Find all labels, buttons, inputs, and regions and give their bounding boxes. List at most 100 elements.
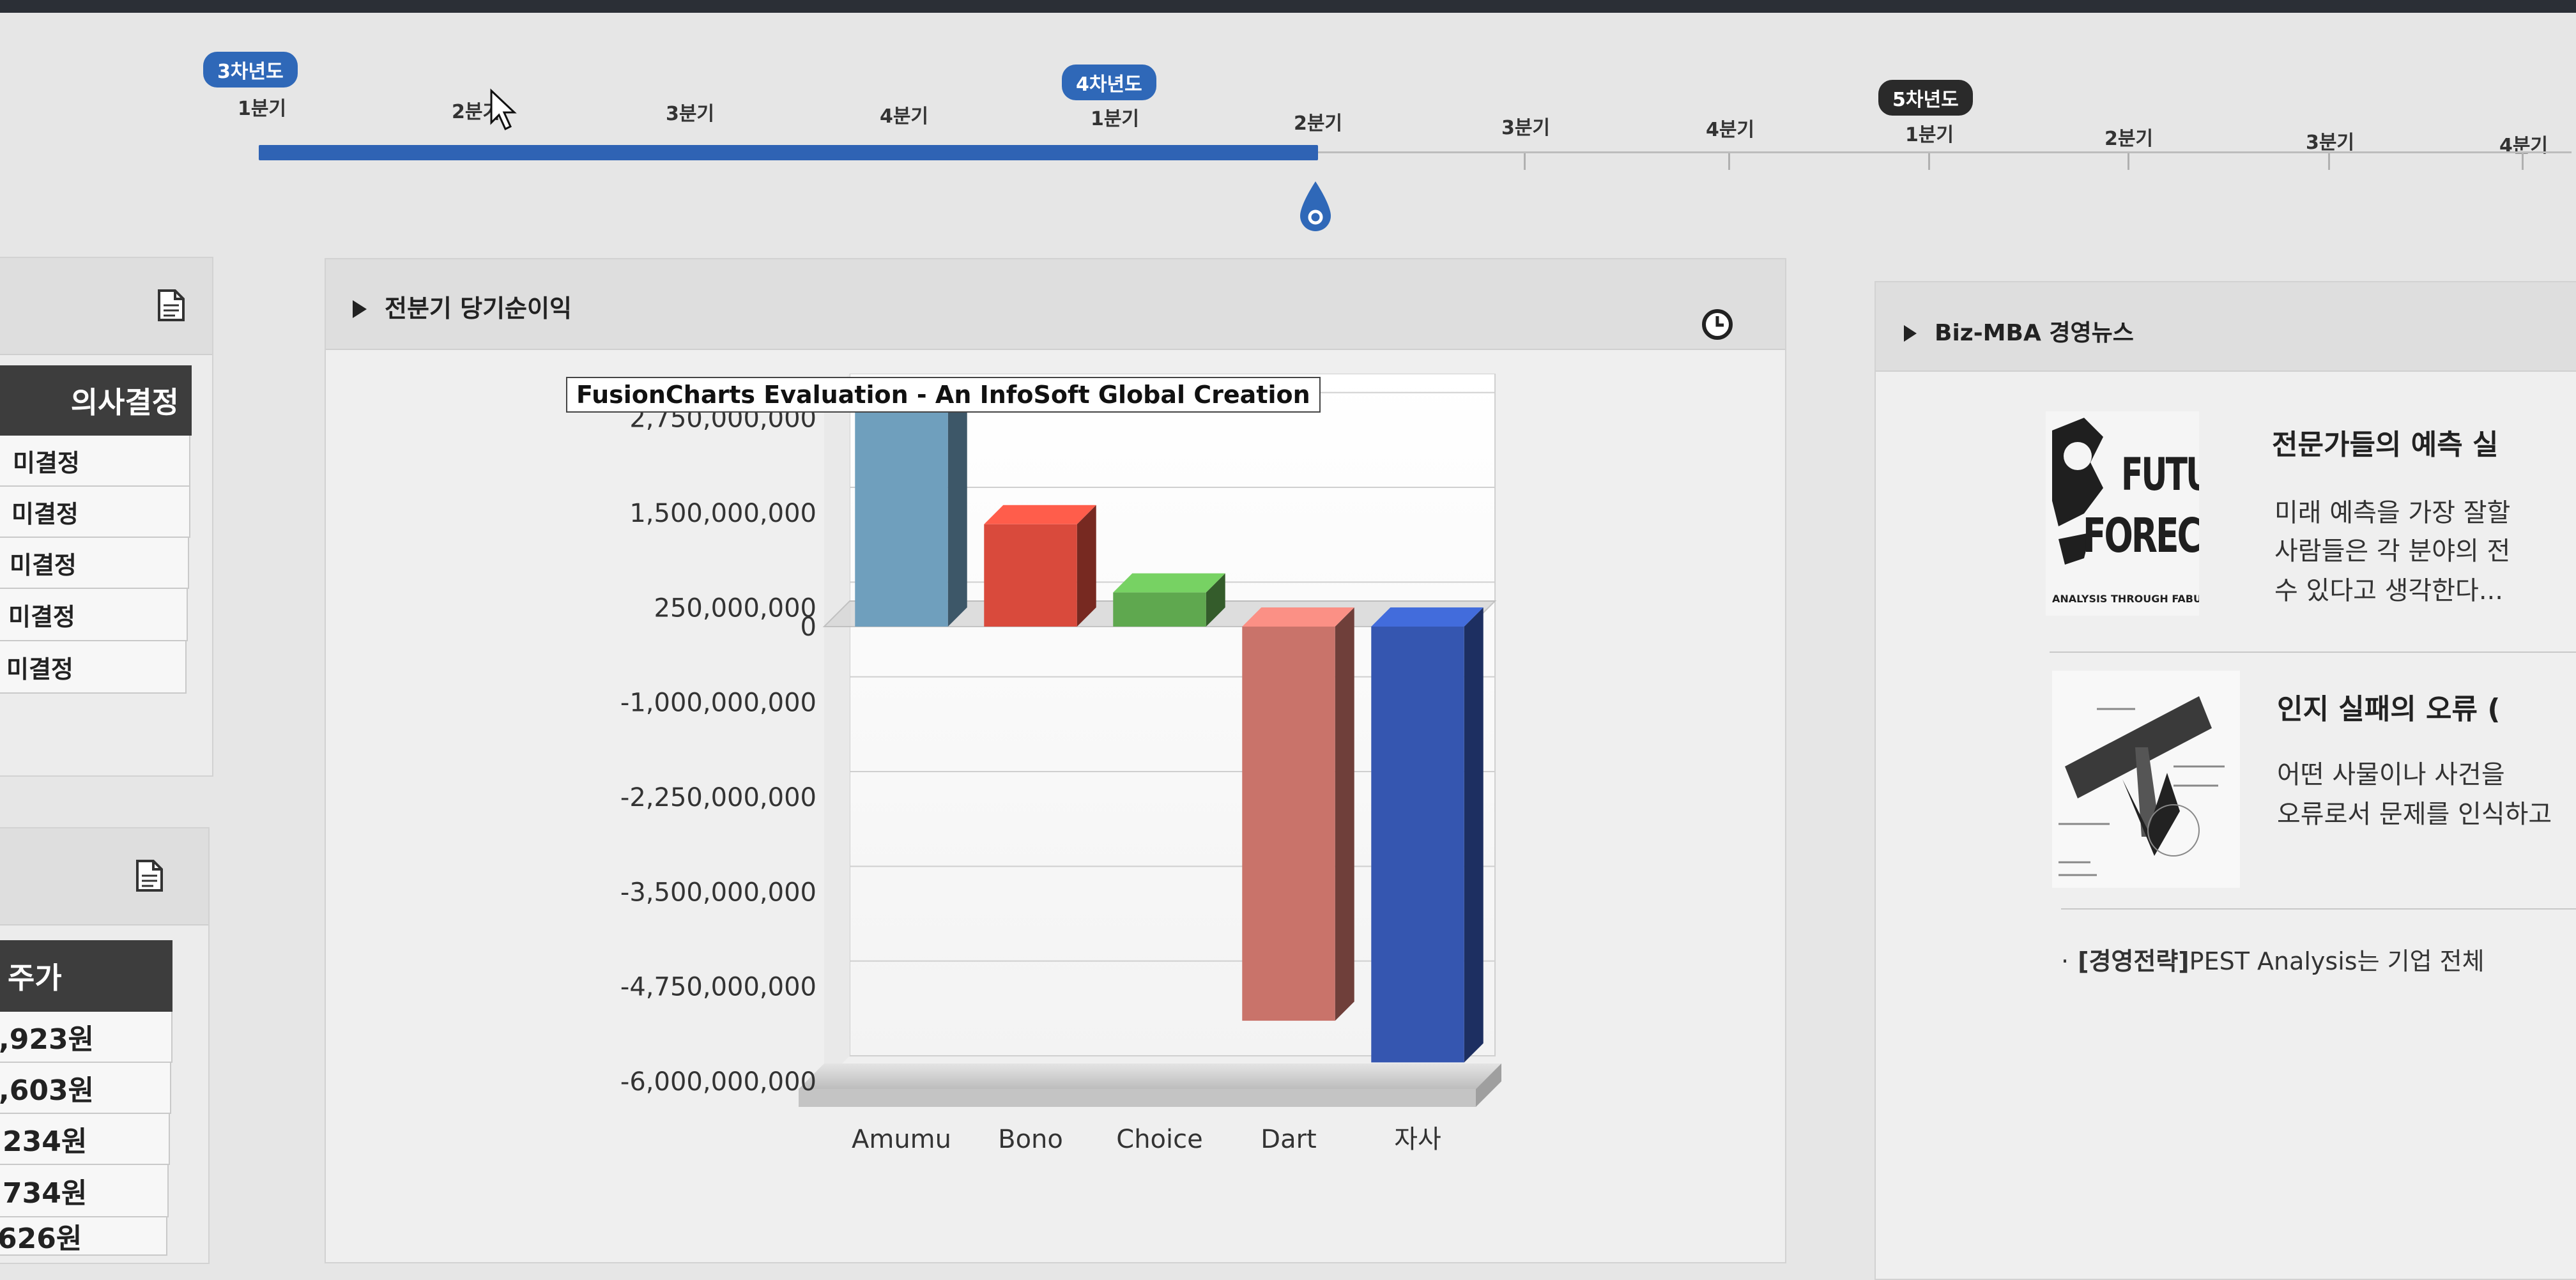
news-summary-line: 어떤 사물이나 사건을 [2277,760,2505,789]
news-summary-line: 수 있다고 생각한다... [2274,576,2503,606]
stock-row[interactable]: 626원 [0,1217,167,1256]
x-axis-categories: Amumu Bono Choice Dart 자사 [852,1125,1441,1154]
quarter-label[interactable]: 3분기 [1501,117,1551,139]
y-tick-label: 250,000,000 [654,593,816,623]
bar-자사 [1371,607,1483,1063]
bar-side [1077,505,1096,627]
timeline-tick [1728,153,1730,170]
stock-row[interactable]: 234원 [0,1114,170,1165]
stock-column-header: 주가 [0,940,172,1012]
timeline-tick [2128,153,2129,170]
y-tick-label: 0 [801,613,816,642]
stock-row[interactable]: ,923원 [0,1012,172,1063]
bar-front [855,399,948,627]
y-tick-label: -4,750,000,000 [620,973,816,1002]
news-summary-line: 미래 예측을 가장 잘할 [2274,498,2511,528]
bar-top [1371,607,1483,627]
quarter-label[interactable]: 3분기 [665,103,715,125]
y-tick-label: 1,500,000,000 [629,499,816,528]
forecast-book-cover-icon [2046,411,2199,616]
news-panel-header: Biz-MBA 경영뉴스 [1876,282,2576,372]
window-top-bar [0,0,2576,13]
news-thumbnail[interactable] [2052,671,2240,888]
bar-Dart [1242,607,1354,1021]
bar-side [1464,607,1483,1063]
y-axis-ticks: 2,750,000,0001,500,000,000250,000,0000-1… [620,404,816,1097]
news-divider [2061,908,2576,910]
quarter-label[interactable]: 3분기 [2305,132,2355,154]
timeline-track[interactable] [259,151,2572,153]
chart-floor-edge [799,1089,1476,1107]
x-category-label: Amumu [852,1125,951,1154]
thumb-text: FUTUI [2121,448,2199,501]
decision-row[interactable]: 미결정 [0,538,189,589]
bullet-dot-icon: · [2061,947,2069,975]
quarter-label[interactable]: 1분기 [1090,108,1140,130]
bar-side [1335,607,1354,1021]
quarter-label[interactable]: 2분기 [1293,112,1343,135]
decision-row[interactable]: 미결정 [0,589,188,641]
news-title[interactable]: 인지 실패의 오류 ( [2277,693,2501,726]
chart-watermark: FusionCharts Evaluation - An InfoSoft Gl… [566,377,1321,413]
year-badge-4: 4차년도 [1062,65,1156,100]
bar-front [1242,627,1335,1021]
stock-row[interactable]: 734원 [0,1165,169,1217]
y-tick-label: -6,000,000,000 [620,1067,816,1097]
news-title[interactable]: 전문가들의 예측 실 [2272,429,2499,461]
triangle-bullet-icon [353,300,367,318]
news-panel-title: Biz-MBA 경영뉴스 [1904,314,2134,347]
document-icon[interactable] [135,859,164,892]
x-category-label: Dart [1261,1125,1316,1154]
news-summary-line: 오류로서 문제를 인식하고 [2277,800,2552,829]
stock-panel-header [0,828,208,926]
quarter-label[interactable]: 2분기 [2104,128,2154,150]
triangle-bullet-icon [1904,325,1917,342]
mouse-cursor-icon [490,88,517,131]
quarter-label[interactable]: 1분기 [1905,124,1954,146]
decision-row[interactable]: 미결정 [0,487,190,538]
decision-row[interactable]: 미결정 [0,436,190,487]
bar-front [1371,627,1464,1063]
quarter-label[interactable]: 1분기 [237,98,287,120]
chart-floor-side [1476,1063,1501,1107]
decision-row[interactable]: 미결정 [0,641,187,694]
bar-Amumu [855,380,967,627]
bar-top [1242,607,1354,627]
net-income-panel-header: 전분기 당기순이익 [326,259,1785,350]
thumb-text: ANALYSIS THROUGH FABULO [2052,593,2199,605]
decision-column-header: 의사결정 [0,365,192,436]
quarter-label[interactable]: 4분기 [2499,135,2549,157]
news-divider [2050,651,2576,653]
net-income-chart: 2,750,000,0001,500,000,000250,000,0000-1… [620,374,1501,1154]
x-category-label: Choice [1116,1125,1202,1154]
chart-bars [855,380,1483,1063]
bar-front [1113,592,1206,627]
chart-side-wall [824,374,850,1081]
quarter-label[interactable]: 4분기 [1705,119,1755,141]
quarter-label[interactable]: 4분기 [879,105,929,128]
stock-row[interactable]: ,603원 [0,1063,171,1114]
news-summary-line: 사람들은 각 분야의 전 [2274,537,2511,566]
timeline-tick [1928,153,1930,170]
bar-Choice [1113,573,1225,627]
news-link[interactable]: · [경영전략]PEST Analysis는 기업 전체 [2061,941,2485,977]
bar-top [984,505,1096,524]
y-tick-label: -1,000,000,000 [620,689,816,718]
quarter-timeline[interactable]: 3차년도 4차년도 5차년도 1분기 2분기 3분기 4분기 1분기 2분기 3… [0,13,2576,231]
timeline-progress [259,145,1318,160]
timeline-tick [1524,153,1526,170]
document-icon[interactable] [157,289,185,322]
news-link-text: PEST Analysis는 기업 전체 [2189,947,2485,975]
chart-floor [799,1063,1501,1089]
timeline-tick [2328,153,2330,170]
bar-Bono [984,505,1096,627]
bar-side [947,380,967,627]
bar-front [984,524,1077,627]
bar-top [1113,573,1225,593]
year-badge-3: 3차년도 [203,52,298,88]
panel-title: 전분기 당기순이익 [353,289,572,324]
clock-icon[interactable] [1701,308,1734,341]
timeline-handle-icon[interactable] [1298,180,1333,234]
